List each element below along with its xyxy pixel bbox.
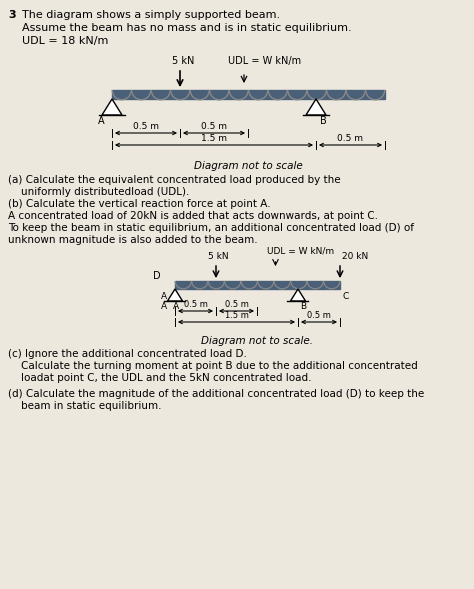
Text: The diagram shows a simply supported beam.: The diagram shows a simply supported bea… xyxy=(22,10,280,20)
Text: C: C xyxy=(343,292,349,301)
Text: loadat point C, the UDL and the 5kN concentrated load.: loadat point C, the UDL and the 5kN conc… xyxy=(8,373,311,383)
Text: 5 kN: 5 kN xyxy=(208,252,228,261)
Text: 3: 3 xyxy=(8,10,16,20)
Text: A: A xyxy=(98,116,105,126)
Text: UDL = W kN/m: UDL = W kN/m xyxy=(267,246,335,255)
Text: (b) Calculate the vertical reaction force at point A.: (b) Calculate the vertical reaction forc… xyxy=(8,199,271,209)
Polygon shape xyxy=(291,289,306,301)
Text: 0.5 m: 0.5 m xyxy=(337,134,364,143)
Polygon shape xyxy=(102,99,122,115)
Text: (a) Calculate the equivalent concentrated load produced by the: (a) Calculate the equivalent concentrate… xyxy=(8,175,341,185)
Text: UDL = 18 kN/m: UDL = 18 kN/m xyxy=(22,36,109,46)
Text: 5 kN: 5 kN xyxy=(172,56,194,66)
Text: B: B xyxy=(320,116,327,126)
Text: A: A xyxy=(173,302,179,311)
Text: 0.5 m: 0.5 m xyxy=(133,122,159,131)
Polygon shape xyxy=(167,289,182,301)
Text: To keep the beam in static equilibrium, an additional concentrated load (D) of: To keep the beam in static equilibrium, … xyxy=(8,223,414,233)
Text: beam in static equilibrium.: beam in static equilibrium. xyxy=(8,401,162,411)
Text: 0.5 m: 0.5 m xyxy=(201,122,227,131)
Text: 0.5 m: 0.5 m xyxy=(183,300,208,309)
Text: Assume the beam has no mass and is in static equilibrium.: Assume the beam has no mass and is in st… xyxy=(22,23,352,33)
Text: Diagram not to scale: Diagram not to scale xyxy=(194,161,303,171)
Text: (c) Ignore the additional concentrated load D.: (c) Ignore the additional concentrated l… xyxy=(8,349,247,359)
Bar xyxy=(175,281,340,289)
Text: UDL = W kN/m: UDL = W kN/m xyxy=(228,56,301,66)
Text: D: D xyxy=(153,271,161,281)
Text: Calculate the turning moment at point B due to the additional concentrated: Calculate the turning moment at point B … xyxy=(8,361,418,371)
Text: 20 kN: 20 kN xyxy=(342,252,368,261)
Text: 1.5 m: 1.5 m xyxy=(225,311,248,320)
Text: A: A xyxy=(161,292,167,301)
Bar xyxy=(112,90,385,99)
Text: A concentrated load of 20kN is added that acts downwards, at point C.: A concentrated load of 20kN is added tha… xyxy=(8,211,378,221)
Text: unknown magnitude is also added to the beam.: unknown magnitude is also added to the b… xyxy=(8,235,258,245)
Text: 1.5 m: 1.5 m xyxy=(201,134,227,143)
Text: B: B xyxy=(300,302,306,311)
Polygon shape xyxy=(306,99,326,115)
Text: Diagram not to scale.: Diagram not to scale. xyxy=(201,336,313,346)
Text: 0.5 m: 0.5 m xyxy=(307,311,331,320)
Text: 0.5 m: 0.5 m xyxy=(225,300,248,309)
Text: A: A xyxy=(161,302,167,311)
Text: uniformly distributedload (UDL).: uniformly distributedload (UDL). xyxy=(8,187,190,197)
Text: (d) Calculate the magnitude of the additional concentrated load (D) to keep the: (d) Calculate the magnitude of the addit… xyxy=(8,389,424,399)
